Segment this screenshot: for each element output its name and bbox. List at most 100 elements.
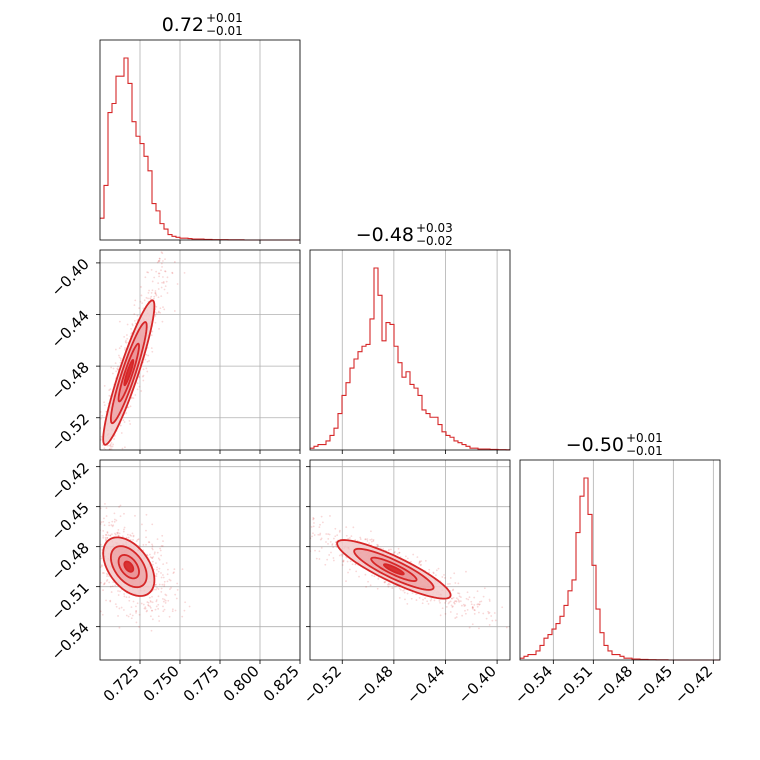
sample-point	[151, 523, 154, 526]
sample-point	[464, 604, 467, 607]
sample-point	[126, 334, 128, 336]
sample-point	[185, 230, 187, 232]
sample-point	[89, 577, 91, 579]
x-tick-label: 0.775	[180, 662, 223, 705]
sample-point	[161, 583, 164, 586]
sample-point	[453, 602, 456, 605]
sample-point	[140, 602, 143, 605]
sample-point	[184, 601, 187, 604]
sample-point	[473, 609, 476, 611]
sample-point	[152, 556, 155, 558]
sample-point	[93, 466, 95, 468]
sample-point	[364, 538, 367, 541]
sample-point	[136, 538, 139, 541]
sample-point	[161, 252, 164, 255]
sample-point	[136, 314, 139, 317]
sample-point	[327, 538, 330, 540]
sample-point	[450, 597, 453, 600]
sample-point	[415, 593, 418, 595]
sample-point	[398, 551, 401, 554]
sample-point	[177, 228, 179, 230]
sample-point	[148, 541, 151, 544]
x-tick-label: −0.54	[511, 662, 556, 707]
sample-point	[139, 300, 142, 303]
sample-point	[106, 573, 109, 576]
sample-point	[453, 572, 456, 575]
sample-point	[447, 602, 450, 605]
x-tick-label: 0.725	[100, 662, 143, 705]
sample-point	[96, 589, 98, 591]
sample-point	[183, 609, 186, 612]
sample-point	[147, 604, 150, 607]
sample-point	[478, 603, 481, 606]
sample-point	[163, 598, 166, 601]
sample-point	[114, 603, 117, 606]
x-tick-label: −0.45	[631, 662, 676, 707]
sample-point	[286, 520, 288, 522]
sample-point	[112, 443, 115, 446]
sample-point	[154, 583, 157, 586]
sample-point	[124, 340, 127, 343]
sample-point	[136, 602, 139, 605]
sample-point	[111, 585, 114, 588]
sample-point	[100, 564, 103, 567]
sample-point	[147, 291, 150, 294]
sample-point	[129, 405, 132, 408]
sample-point	[151, 609, 153, 612]
y-tick-label: −0.48	[48, 358, 93, 403]
sample-point	[158, 620, 161, 622]
sample-point	[478, 611, 480, 614]
sample-point	[118, 607, 121, 610]
sample-point	[106, 531, 109, 534]
sample-point	[473, 612, 476, 615]
sample-point	[136, 382, 139, 385]
sample-point	[105, 599, 107, 602]
sample-point	[101, 572, 104, 574]
histogram-step	[100, 57, 300, 241]
sample-point	[429, 599, 432, 602]
sample-point	[75, 538, 77, 540]
sample-point	[387, 585, 390, 588]
sample-point	[123, 421, 126, 423]
sample-point	[482, 612, 485, 615]
sample-point	[160, 251, 163, 254]
sample-point	[101, 414, 104, 417]
sample-point	[411, 592, 414, 594]
sample-point	[150, 600, 152, 603]
sample-point	[145, 536, 147, 539]
sample-point	[160, 262, 163, 265]
sample-point	[157, 607, 160, 610]
sample-point	[146, 553, 148, 556]
sample-point	[136, 388, 139, 391]
density-panel	[283, 515, 508, 630]
sample-point	[112, 581, 115, 584]
sample-point	[137, 538, 140, 540]
sample-point	[505, 626, 508, 629]
sample-point	[122, 530, 125, 533]
sample-point	[320, 515, 323, 518]
axes-frame	[519, 459, 721, 661]
sample-point	[154, 608, 157, 611]
sample-point	[82, 539, 84, 541]
sample-point	[89, 535, 91, 537]
title-value: −0.48	[356, 224, 414, 246]
sample-point	[135, 610, 138, 612]
sample-point	[183, 271, 186, 274]
sample-point	[95, 464, 97, 466]
sample-point	[175, 597, 178, 600]
sample-point	[352, 526, 355, 529]
sample-point	[164, 258, 166, 261]
sample-point	[148, 553, 151, 556]
sample-point	[465, 597, 468, 600]
sample-point	[480, 600, 483, 603]
sample-point	[97, 428, 99, 430]
axes-frame	[99, 459, 301, 661]
sample-point	[151, 548, 154, 551]
sample-point	[106, 468, 108, 470]
sample-point	[283, 520, 285, 522]
density-contour	[123, 560, 135, 573]
sample-point	[333, 537, 335, 540]
sample-point	[141, 523, 143, 526]
sample-point	[171, 271, 174, 274]
sample-point	[346, 560, 349, 563]
